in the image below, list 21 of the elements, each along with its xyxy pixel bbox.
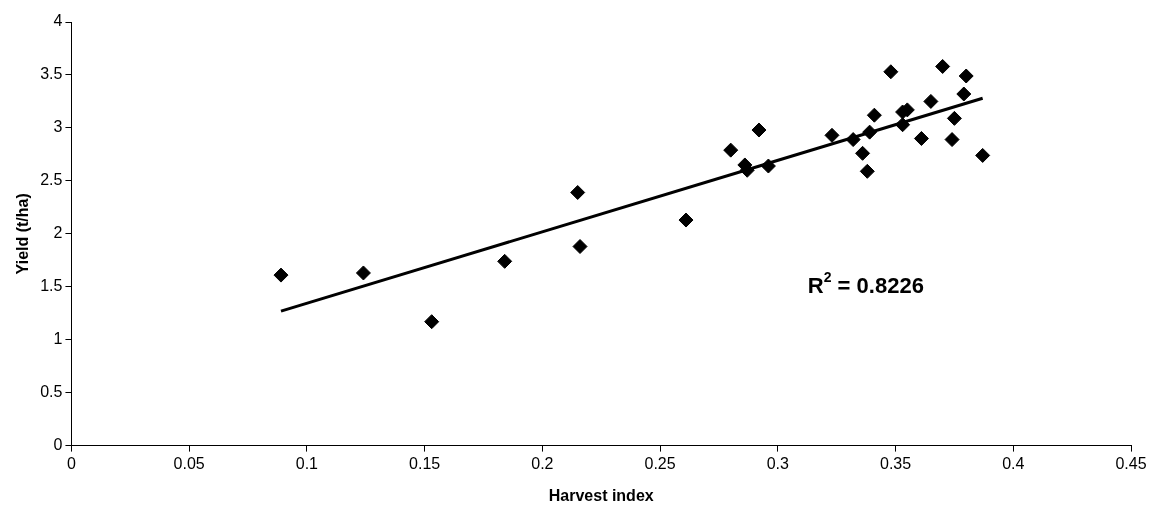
x-tick-label: 0.4	[1002, 454, 1025, 472]
y-tick-label: 3.5	[40, 65, 63, 83]
y-tick-label: 0.5	[40, 383, 63, 401]
x-tick-label: 0.35	[879, 454, 912, 472]
y-tick-label: 0	[53, 436, 63, 454]
y-tick-label: 2	[53, 224, 63, 242]
x-tick-label: 0	[66, 454, 76, 472]
x-tick-label: 0.1	[295, 454, 319, 472]
y-tick-label: 1.5	[40, 277, 63, 295]
x-tick-label: 0.2	[531, 454, 554, 472]
y-tick-label: 4	[53, 12, 63, 30]
y-tick-label: 3	[53, 118, 63, 136]
x-tick-label: 0.3	[766, 454, 790, 472]
y-tick-label: 2.5	[40, 171, 63, 189]
x-tick-label: 0.05	[173, 454, 205, 472]
x-tick-label: 0.15	[409, 454, 441, 472]
x-tick-label: 0.45	[1115, 454, 1147, 472]
x-tick-label: 0.25	[644, 454, 676, 472]
y-tick-label: 1	[53, 330, 63, 348]
x-axis-title: Harvest index	[548, 486, 654, 504]
y-axis-title: Yield (t/ha)	[14, 193, 32, 275]
